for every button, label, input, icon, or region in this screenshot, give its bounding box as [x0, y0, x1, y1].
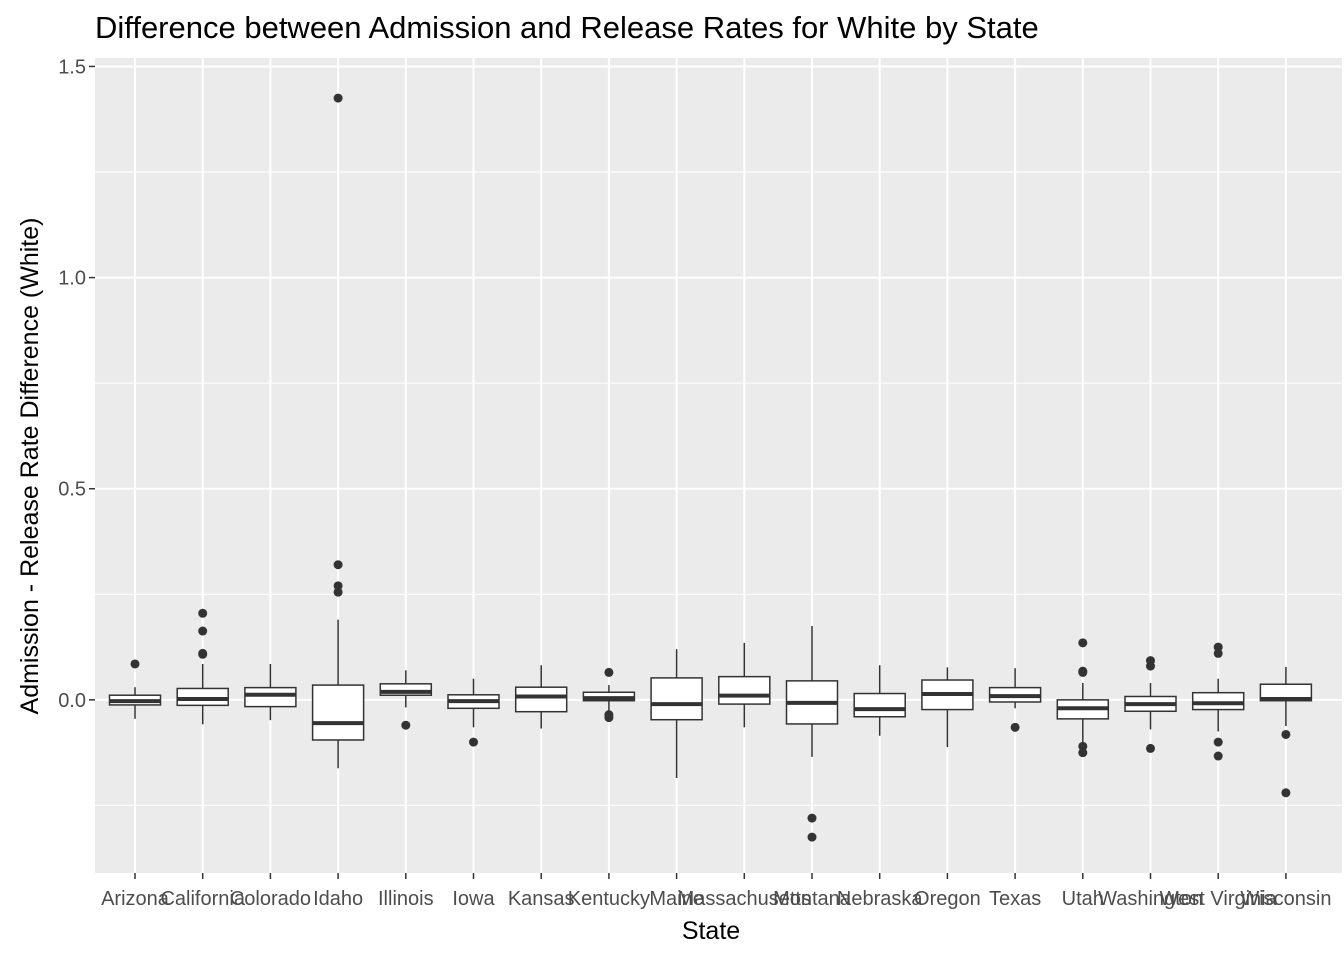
x-tick-label: Montana	[773, 888, 852, 910]
outlier-point	[1213, 642, 1223, 652]
box	[718, 675, 771, 705]
outlier-point	[198, 649, 208, 659]
x-tick-label: Nebraska	[837, 888, 923, 910]
box	[650, 677, 703, 721]
outlier-point	[1281, 788, 1291, 798]
box	[176, 687, 229, 707]
outlier-point	[807, 832, 817, 842]
x-tick-label: Oregon	[914, 888, 981, 910]
outlier-point	[807, 813, 817, 823]
y-tick-label: 0.5	[58, 479, 86, 501]
outlier-point	[1146, 743, 1155, 753]
box-series	[108, 93, 1313, 842]
x-tick-label: Iowa	[452, 888, 495, 910]
outlier-point	[604, 667, 614, 677]
plot-panel	[95, 58, 1342, 873]
chart-title: Difference between Admission and Release…	[95, 10, 1039, 45]
y-tick-label: 0.0	[58, 690, 86, 712]
x-tick-label: Kentucky	[568, 888, 650, 910]
box	[853, 692, 906, 718]
x-tick-label: California	[160, 888, 245, 910]
outlier-point	[1213, 751, 1223, 761]
x-tick-label: Utah	[1062, 888, 1104, 910]
x-tick-label: Washington	[1098, 888, 1203, 910]
outlier-point	[1078, 748, 1088, 758]
y-tick-label: 1.5	[58, 56, 86, 78]
outlier-point	[604, 713, 614, 723]
box	[311, 684, 365, 741]
outlier-point	[333, 560, 343, 570]
y-tick-label: 1.0	[58, 268, 86, 290]
minor-gridlines	[95, 171, 1342, 806]
outlier-point	[333, 581, 343, 591]
x-tick-label: Idaho	[313, 888, 363, 910]
outlier-point	[1078, 638, 1088, 648]
box	[514, 686, 568, 713]
x-tick-label: West Virginia	[1160, 888, 1278, 910]
outlier-point	[198, 626, 208, 636]
x-tick-label: Maine	[649, 888, 703, 910]
box	[1191, 691, 1245, 711]
x-axis-title: State	[682, 917, 740, 945]
outlier-point	[1146, 656, 1155, 666]
x-tick-label: Texas	[989, 888, 1041, 910]
outlier-point	[1213, 737, 1223, 747]
x-tick-label: Illinois	[378, 888, 434, 910]
x-tick-label: Colorado	[230, 888, 311, 910]
outlier-point	[130, 659, 140, 669]
outlier-point	[333, 587, 343, 597]
outlier-point	[469, 737, 478, 747]
outlier-point	[1281, 729, 1291, 739]
box	[379, 683, 433, 696]
y-axis: 0.0 0.5 1.0 1.5	[58, 56, 95, 712]
outlier-point	[401, 720, 411, 730]
outlier-point	[1010, 722, 1020, 732]
outlier-point	[333, 93, 343, 103]
outlier-point	[198, 608, 208, 618]
x-tick-label: Arizona	[101, 888, 170, 910]
x-tick-label: Wisconsin	[1240, 888, 1331, 910]
outlier-point	[1078, 741, 1088, 751]
outlier-point	[1213, 648, 1223, 658]
x-tick-label: Massachusetts	[678, 888, 811, 910]
outlier-point	[1078, 667, 1088, 677]
x-tick-label: Kansas	[508, 888, 575, 910]
y-axis-title: Admission - Release Rate Difference (Whi…	[16, 218, 44, 715]
box	[244, 686, 297, 708]
